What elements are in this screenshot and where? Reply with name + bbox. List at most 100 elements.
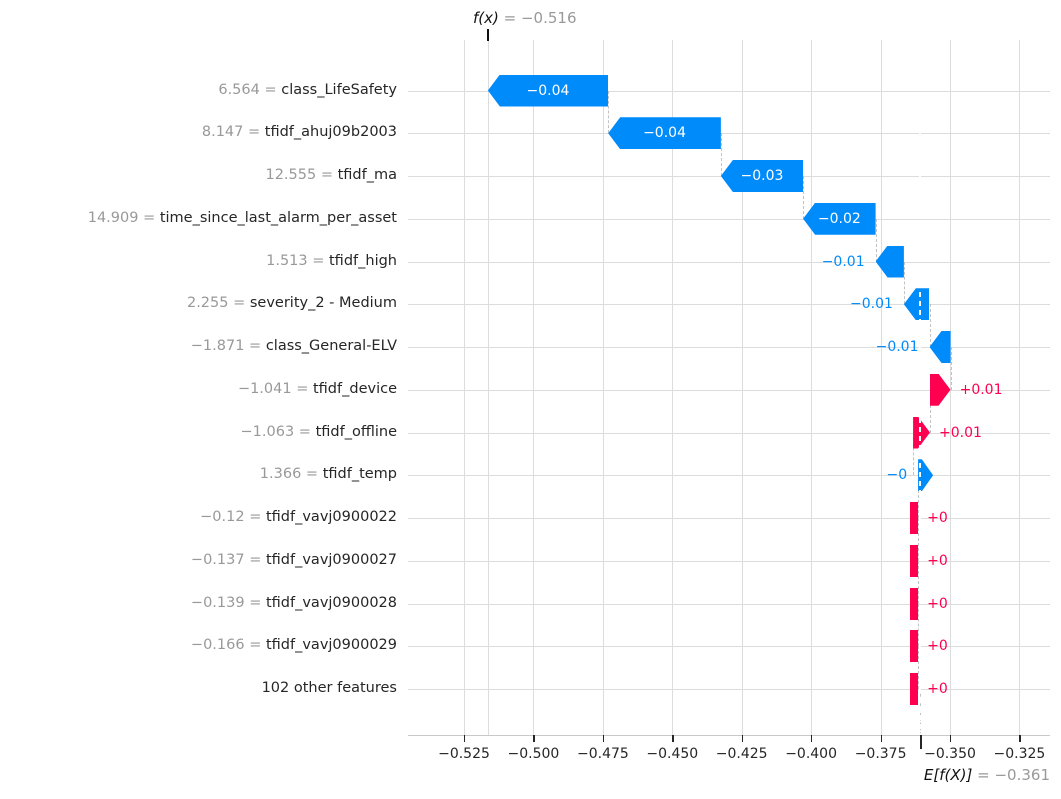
shap-bar-negative [903,288,930,321]
feature-value: 1.513 [266,252,308,269]
x-tick-label: −0.400 [785,746,837,762]
waterfall-connector [918,646,920,690]
feature-name: tfidf_temp [322,466,397,483]
feature-row-label: −0.12 = tfidf_vavj0900022 [200,507,397,528]
shap-value-label: −0.04 [526,82,570,99]
x-tick-label: −0.475 [576,746,629,762]
gridline-horizontal [408,389,1050,391]
gridline-vertical [741,40,743,735]
feature-name: tfidf_ma [337,167,397,183]
x-tick-label: −0.500 [507,746,560,762]
expected-value-number: = −0.361 [972,766,1050,784]
gridline-horizontal [408,90,1050,92]
feature-value: −1.041 [237,380,292,397]
expected-value-tick [920,735,922,749]
equals-sign: = [294,423,316,440]
feature-row-label: 8.147 = tfidf_ahuj09b2003 [202,122,397,143]
gridline-horizontal [408,347,1050,348]
feature-value: 12.555 [265,167,317,183]
shap-bar-positive [910,502,919,534]
feature-row-label: −1.041 = tfidf_device [238,379,397,400]
equals-sign: = [228,295,250,312]
gridline-horizontal [408,603,1050,605]
feature-row-label: −0.137 = tfidf_vavj0900027 [191,550,397,571]
x-tick-mark [950,735,952,742]
gridline-horizontal [408,218,1050,220]
gridline-horizontal [408,689,1050,690]
gridline-horizontal [408,261,1050,263]
feature-row-label: 102 other features [262,678,397,699]
waterfall-connector [608,90,610,134]
waterfall-connector [918,475,920,519]
feature-name: tfidf_vavj0900028 [265,594,397,611]
gridline-vertical [533,40,535,735]
shap-bar-negative [929,331,951,363]
feature-row-label: −0.139 = tfidf_vavj0900028 [191,593,397,614]
expected-value-label: E[f(X)] = −0.361 [924,766,1050,784]
feature-name: class_LifeSafety [281,81,397,98]
x-tick-mark [880,735,882,742]
waterfall-connector [950,347,952,390]
gridline-vertical [950,40,951,735]
feature-value: −0.137 [190,551,245,568]
feature-row-label: 12.555 = tfidf_ma [265,165,397,186]
waterfall-connector [918,518,920,561]
shap-value-label: −0.03 [740,168,784,184]
feature-row-label: −1.063 = tfidf_offline [241,422,397,443]
shap-value-label: −0.01 [875,339,919,355]
equals-sign: = [307,252,329,269]
shap-value-label: −0.04 [643,125,686,142]
shap-bar-negative [803,202,876,235]
feature-value: −1.871 [190,338,245,354]
x-tick-mark [811,735,813,742]
waterfall-connector [930,389,931,433]
feature-value: 6.564 [218,81,260,98]
equals-sign: = [259,81,282,98]
feature-row-label: 1.366 = tfidf_temp [260,464,397,485]
x-tick-mark [533,735,535,742]
feature-name: class_General-ELV [265,338,397,354]
gridline-vertical [880,40,882,735]
feature-row-label: −0.166 = tfidf_vavj0900029 [191,635,397,656]
gridline-horizontal [408,646,1050,648]
fx-guide-line [487,40,489,735]
feature-row-label: 2.255 = severity_2 - Medium [187,293,397,314]
waterfall-connector [903,261,905,305]
waterfall-connector [875,218,877,262]
fx-top-tick [487,29,489,41]
shap-bar-positive [913,416,930,449]
gridline-horizontal [408,133,1050,135]
feature-name: tfidf_ahuj09b2003 [264,124,397,141]
gridline-horizontal [408,304,1050,306]
x-tick-label: −0.450 [646,746,699,762]
gridline-vertical [672,40,674,735]
feature-row-label: 14.909 = time_since_last_alarm_per_asset [88,208,397,229]
feature-row-label: −1.871 = class_General-ELV [191,336,397,357]
shap-bar-positive [910,630,919,663]
shap-bar-positive [910,587,919,620]
feature-name: tfidf_high [329,252,397,269]
equals-sign: = [301,466,323,483]
shap-value-label: −0.01 [821,253,865,270]
feature-row-label: 1.513 = tfidf_high [266,251,397,272]
shap-value-label: +0 [927,552,948,569]
gridline-vertical [464,40,465,735]
equals-sign: = [244,338,266,354]
shap-value-label: +0.01 [939,424,982,441]
equals-sign: = [244,637,266,654]
feature-row-label: 6.564 = class_LifeSafety [218,80,397,101]
feature-value: −0.166 [190,637,245,654]
equals-sign: = [291,380,313,397]
feature-name: tfidf_vavj0900027 [265,551,397,568]
equals-sign: = [244,551,266,568]
feature-value: 1.366 [259,466,302,483]
shap-bar-positive [910,673,919,705]
waterfall-connector [720,133,722,177]
feature-name: tfidf_device [312,380,397,397]
fx-title: f(x) = −0.516 [473,9,577,27]
feature-value: −0.139 [190,594,245,611]
shap-bar-negative [608,117,721,150]
equals-sign: = [138,209,160,226]
feature-name: tfidf_offline [315,423,397,440]
